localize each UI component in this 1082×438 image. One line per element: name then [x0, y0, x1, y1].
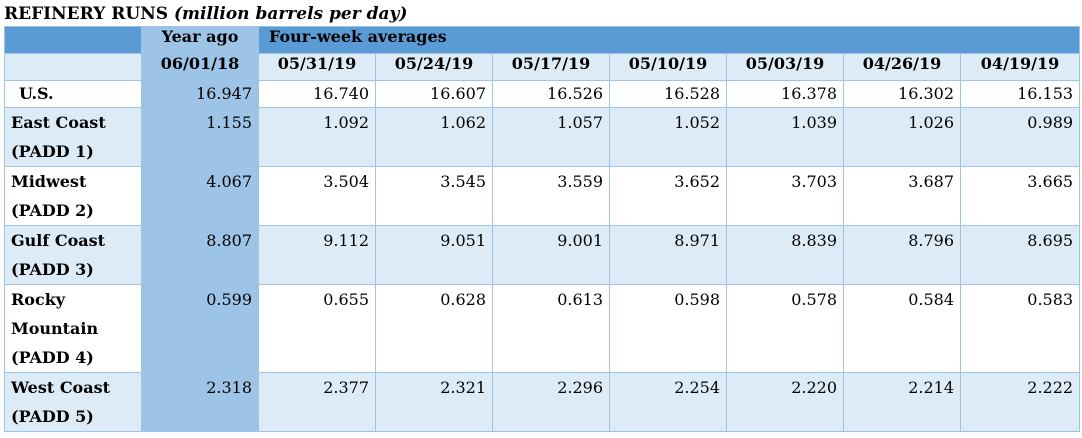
row-label-line: (PADD 5): [11, 407, 94, 426]
value-cell: 2.318: [141, 372, 259, 432]
header-date: 05/31/19: [258, 53, 376, 81]
value-cell: 0.583: [959, 284, 1081, 373]
header-date: 04/26/19: [843, 53, 961, 81]
value-cell: 8.796: [843, 225, 961, 285]
table-row: Midwest (PADD 2) 4.067 3.504 3.545 3.559 …: [4, 166, 1081, 226]
value-cell: 16.302: [843, 80, 961, 108]
value-cell: 2.377: [258, 372, 376, 432]
row-label-line: Gulf Coast: [11, 231, 105, 250]
value-cell: 9.001: [492, 225, 610, 285]
value-cell: 0.598: [609, 284, 727, 373]
row-label-line: (PADD 4): [11, 348, 94, 367]
header-date: 05/10/19: [609, 53, 727, 81]
value-cell: 16.378: [726, 80, 844, 108]
row-label-line: (PADD 3): [11, 260, 94, 279]
value-cell: 16.528: [609, 80, 727, 108]
value-cell: 2.254: [609, 372, 727, 432]
header-row-dates: 06/01/18 05/31/19 05/24/19 05/17/19 05/1…: [4, 53, 1081, 81]
table-row: Rocky Mountain (PADD 4) 0.599 0.655 0.628 …: [4, 284, 1081, 373]
value-cell: 2.296: [492, 372, 610, 432]
value-cell: 9.112: [258, 225, 376, 285]
value-cell: 8.807: [141, 225, 259, 285]
value-cell: 0.613: [492, 284, 610, 373]
value-cell: 1.039: [726, 107, 844, 167]
header-dates-corner-cell: [4, 53, 142, 81]
refinery-runs-table: Year ago Four-week averages 06/01/18 05/…: [4, 26, 1081, 432]
value-cell: 16.526: [492, 80, 610, 108]
value-cell: 8.695: [959, 225, 1081, 285]
value-cell: 9.051: [375, 225, 493, 285]
value-cell: 1.092: [258, 107, 376, 167]
value-cell: 16.607: [375, 80, 493, 108]
row-label-line: (PADD 1): [11, 142, 94, 161]
value-cell: 8.971: [609, 225, 727, 285]
value-cell: 4.067: [141, 166, 259, 226]
value-cell: 16.740: [258, 80, 376, 108]
table-row: Gulf Coast (PADD 3) 8.807 9.112 9.051 9.0…: [4, 225, 1081, 285]
row-label-line: Mountain: [11, 319, 99, 338]
value-cell: 0.584: [843, 284, 961, 373]
value-cell: 0.655: [258, 284, 376, 373]
value-cell: 16.153: [959, 80, 1081, 108]
header-date: 05/24/19: [375, 53, 493, 81]
header-date: 04/19/19: [959, 53, 1081, 81]
header-date: 06/01/18: [141, 53, 259, 81]
row-label: Midwest (PADD 2): [4, 166, 142, 226]
value-cell: 1.155: [141, 107, 259, 167]
value-cell: 2.222: [959, 372, 1081, 432]
row-label-line: Rocky: [11, 290, 66, 309]
table-title: REFINERY RUNS (million barrels per day): [4, 3, 407, 25]
header-corner-cell: [4, 26, 142, 54]
row-label-line: East Coast: [11, 113, 106, 132]
row-label: Gulf Coast (PADD 3): [4, 225, 142, 285]
row-label-line: U.S.: [19, 84, 54, 103]
value-cell: 0.989: [959, 107, 1081, 167]
table-row: East Coast (PADD 1) 1.155 1.092 1.062 1.0…: [4, 107, 1081, 167]
value-cell: 0.578: [726, 284, 844, 373]
header-row-group: Year ago Four-week averages: [4, 26, 1081, 54]
table-title-main: REFINERY RUNS: [4, 4, 169, 24]
value-cell: 1.057: [492, 107, 610, 167]
value-cell: 0.599: [141, 284, 259, 373]
value-cell: 2.214: [843, 372, 961, 432]
row-label: Rocky Mountain (PADD 4): [4, 284, 142, 373]
value-cell: 3.559: [492, 166, 610, 226]
row-label-line: Midwest: [11, 172, 87, 191]
value-cell: 3.652: [609, 166, 727, 226]
header-date: 05/17/19: [492, 53, 610, 81]
row-label: U.S.: [4, 80, 142, 108]
row-label-line: West Coast: [11, 378, 110, 397]
table-title-unit: (million barrels per day): [173, 4, 408, 24]
row-label-line: (PADD 2): [11, 201, 94, 220]
value-cell: 3.504: [258, 166, 376, 226]
table-row: U.S. 16.947 16.740 16.607 16.526 16.528 …: [4, 80, 1081, 108]
value-cell: 3.665: [959, 166, 1081, 226]
header-date: 05/03/19: [726, 53, 844, 81]
value-cell: 1.026: [843, 107, 961, 167]
value-cell: 1.062: [375, 107, 493, 167]
value-cell: 1.052: [609, 107, 727, 167]
value-cell: 0.628: [375, 284, 493, 373]
value-cell: 3.545: [375, 166, 493, 226]
value-cell: 3.703: [726, 166, 844, 226]
header-four-week-averages: Four-week averages: [257, 26, 1081, 54]
row-label: East Coast (PADD 1): [4, 107, 142, 167]
value-cell: 3.687: [843, 166, 961, 226]
header-year-ago: Year ago: [141, 26, 259, 54]
value-cell: 2.220: [726, 372, 844, 432]
row-label: West Coast (PADD 5): [4, 372, 142, 432]
value-cell: 8.839: [726, 225, 844, 285]
table-row: West Coast (PADD 5) 2.318 2.377 2.321 2.2…: [4, 372, 1081, 432]
value-cell: 2.321: [375, 372, 493, 432]
value-cell: 16.947: [141, 80, 259, 108]
